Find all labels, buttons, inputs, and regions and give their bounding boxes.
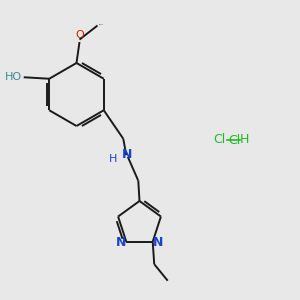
Text: H: H	[240, 133, 249, 146]
Text: N: N	[122, 148, 132, 161]
Text: H: H	[109, 154, 117, 164]
Text: O: O	[75, 31, 84, 40]
Text: methyl: methyl	[99, 23, 104, 25]
Text: Cl: Cl	[228, 134, 240, 148]
Text: N: N	[116, 236, 126, 249]
Text: HO: HO	[5, 72, 22, 82]
Text: N: N	[153, 236, 163, 249]
Text: Cl: Cl	[213, 133, 225, 146]
Text: Cl: Cl	[219, 140, 220, 141]
